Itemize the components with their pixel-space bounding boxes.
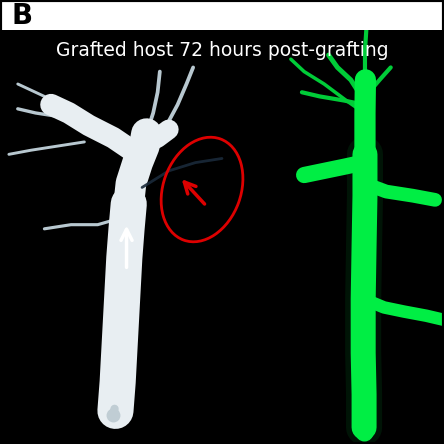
Bar (0, 0, 444, 30)
Text: B: B (11, 1, 32, 29)
Text: Grafted host 72 hours post-grafting: Grafted host 72 hours post-grafting (56, 41, 388, 60)
